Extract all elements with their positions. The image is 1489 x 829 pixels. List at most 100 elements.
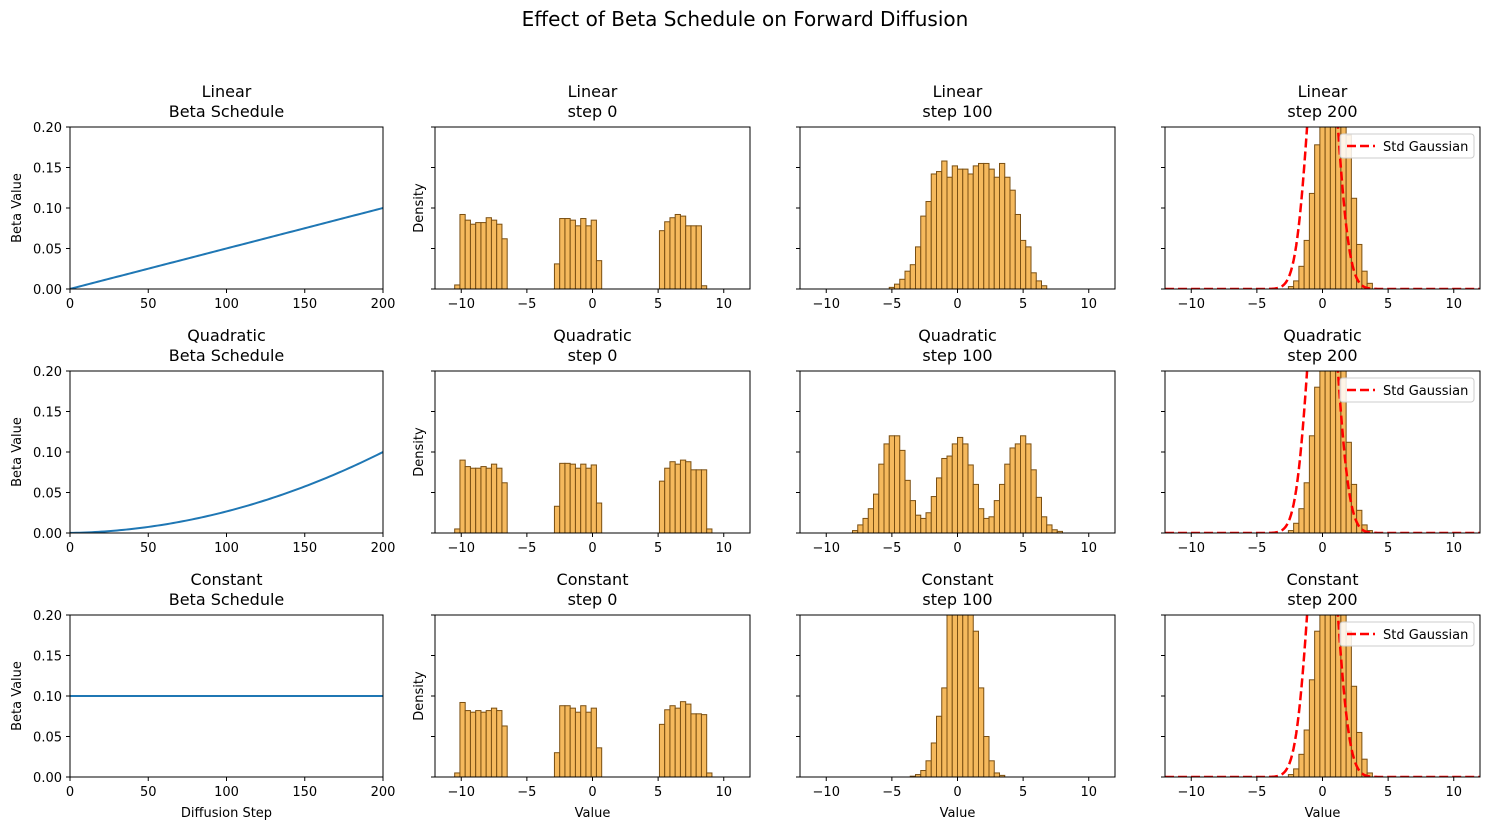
- x-tick-label: −5: [517, 785, 536, 800]
- histogram-bar: [925, 512, 932, 533]
- axes-frame: [69, 370, 384, 534]
- histogram-bar: [983, 162, 990, 289]
- histogram-bar: [867, 508, 874, 533]
- histogram-bar: [580, 463, 587, 533]
- histogram-bar: [1345, 630, 1352, 777]
- x-tick-label: 5: [1384, 541, 1392, 556]
- axes-frame: [69, 614, 384, 778]
- histogram-bar: [658, 723, 666, 777]
- histogram-bar: [988, 168, 995, 289]
- histogram-bar: [899, 449, 906, 533]
- histogram-bar: [1298, 508, 1305, 533]
- histogram-bar: [454, 528, 461, 533]
- histogram-bar: [580, 705, 587, 777]
- histogram-bar: [585, 711, 592, 777]
- x-axis-label: Value: [940, 806, 976, 821]
- histogram-bar: [1293, 768, 1300, 777]
- histogram-bar: [501, 725, 508, 777]
- histogram-bar: [1314, 630, 1321, 777]
- histogram-bar: [936, 477, 943, 533]
- histogram-bar: [459, 213, 466, 289]
- histogram-bar: [930, 173, 937, 289]
- histogram-bar: [559, 218, 566, 289]
- x-tick-label: 50: [140, 297, 157, 312]
- histogram-bar: [920, 517, 927, 533]
- histogram-bar: [485, 217, 492, 289]
- histogram-bar: [999, 774, 1006, 777]
- y-tick-label: 0.15: [33, 406, 62, 421]
- x-tick-label: −10: [448, 785, 475, 800]
- histogram-bar: [962, 168, 969, 289]
- histogram-bar: [1303, 729, 1310, 777]
- histogram-bars: [454, 459, 713, 533]
- y-axis-label: Beta Value: [10, 417, 25, 487]
- histogram-bar: [1314, 144, 1321, 289]
- x-tick-label: 50: [140, 541, 157, 556]
- x-tick-label: −5: [517, 541, 536, 556]
- histogram-bar: [1035, 496, 1042, 533]
- histogram-bar: [464, 466, 471, 533]
- histogram-bar: [700, 285, 708, 289]
- histogram-bar: [1319, 127, 1326, 289]
- subplot-title: Quadratic step 0: [553, 326, 632, 365]
- histogram-bar: [685, 225, 692, 289]
- histogram-bars: [852, 435, 1063, 533]
- histogram-bar: [915, 514, 922, 533]
- x-axis-label: Value: [1305, 806, 1341, 821]
- histogram-bar: [574, 225, 582, 289]
- x-axis-label: Diffusion Step: [181, 806, 272, 821]
- y-axis-label: Beta Value: [10, 173, 25, 243]
- x-tick-label: 5: [1019, 297, 1027, 312]
- x-tick-label: 150: [292, 297, 317, 312]
- histogram-bar: [475, 710, 482, 777]
- histogram-bar: [490, 463, 498, 533]
- x-tick-label: 100: [214, 297, 239, 312]
- x-tick-label: −5: [517, 297, 536, 312]
- x-tick-label: 200: [371, 785, 396, 800]
- histogram-bar: [590, 707, 597, 777]
- axes-frame: [1164, 126, 1481, 290]
- histogram-bar: [664, 221, 671, 289]
- x-tick-label: −10: [448, 297, 475, 312]
- x-tick-label: 0: [1318, 541, 1326, 556]
- histogram-bar: [501, 482, 508, 533]
- histogram-bar: [475, 222, 482, 289]
- histogram-bar: [695, 225, 702, 289]
- histogram-bar: [553, 505, 561, 533]
- histogram-bar: [993, 500, 1000, 533]
- axes-frame: [799, 614, 1116, 778]
- subplot-title: Quadratic step 200: [1283, 326, 1362, 365]
- histogram-bar: [485, 467, 492, 533]
- x-tick-label: 5: [1019, 541, 1027, 556]
- y-tick-label: 0.05: [33, 487, 62, 502]
- x-tick-label: −5: [882, 541, 901, 556]
- x-tick-label: 0: [953, 297, 961, 312]
- x-tick-label: 0: [953, 785, 961, 800]
- x-tick-label: 10: [1445, 541, 1462, 556]
- axes-frame: [799, 370, 1116, 534]
- histogram-bar: [993, 772, 1000, 777]
- y-tick-label: 0.05: [33, 243, 62, 258]
- y-tick-label: 0.10: [33, 690, 62, 705]
- histogram-bar: [978, 508, 985, 533]
- histogram-bar: [904, 270, 911, 289]
- histogram-bar: [1030, 272, 1037, 289]
- histogram-bar: [569, 463, 576, 533]
- axes-frame: [1164, 370, 1481, 534]
- histogram-bar: [1041, 285, 1048, 289]
- histogram-bar: [664, 467, 671, 533]
- histogram-bar: [909, 500, 916, 533]
- histogram-bar: [1014, 443, 1021, 533]
- histogram-bar: [700, 714, 708, 777]
- histogram-bar: [559, 462, 566, 533]
- histogram-bar: [925, 201, 932, 289]
- histogram-bar: [978, 687, 985, 777]
- histogram-bar: [941, 687, 948, 777]
- histogram-bar: [459, 701, 466, 777]
- x-tick-label: 0: [588, 785, 596, 800]
- histogram-bar: [469, 223, 477, 289]
- histogram-bar: [1350, 197, 1358, 289]
- histogram-bar: [993, 176, 1000, 289]
- histogram-bar: [1004, 463, 1011, 533]
- histogram-bar: [464, 219, 471, 289]
